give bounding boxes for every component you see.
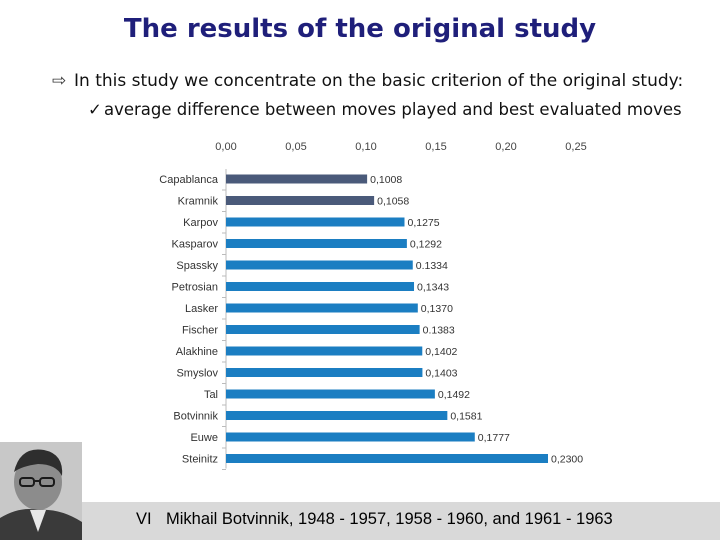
category-label: Alakhine [176,346,218,358]
bar [226,282,415,291]
portrait-photo [0,442,82,540]
x-tick-label: 0,15 [425,141,446,153]
data-label: 0,1581 [450,411,482,423]
data-label: 0,1058 [377,196,409,208]
footer-bar [82,502,720,540]
x-tick-label: 0,10 [355,141,376,153]
bar [226,368,423,377]
bar [226,432,475,442]
category-label: Petrosian [172,282,218,294]
sub-bullet-text: average difference between moves played … [104,100,682,119]
category-label: Kramnik [178,196,219,208]
category-label: Capablanca [159,174,219,186]
bar [226,196,375,205]
data-label: 0,1492 [438,389,470,401]
data-label: 0,2300 [551,454,583,466]
category-label: Lasker [185,303,218,315]
footer-text: Mikhail Botvinnik, 1948 - 1957, 1958 - 1… [166,510,613,528]
category-label: Steinitz [182,454,218,466]
checkmark-bullet-icon: ✓ [88,100,102,119]
bullet-text: In this study we concentrate on the basi… [74,71,684,91]
slide-title: The results of the original study [123,14,597,44]
data-label: 0.1383 [423,325,455,337]
data-label: 0,1402 [425,346,457,358]
x-tick-label: 0,20 [495,141,516,153]
category-label: Kasparov [172,239,219,251]
category-label: Tal [204,389,218,401]
bar [226,303,418,313]
bar [226,217,405,227]
portrait-photo-icon [0,442,82,540]
bar [226,325,420,334]
x-tick-label: 0,25 [565,141,586,153]
data-label: 0,1403 [425,368,457,380]
data-label: 0,1343 [417,282,449,294]
bar [226,389,435,399]
bar [226,174,368,184]
x-tick-label: 0,00 [215,141,236,153]
bar [226,454,548,463]
slide-number: VI [136,510,152,528]
bullet-point: ⇨ In this study we concentrate on the bas… [52,71,683,91]
bar [226,411,448,420]
category-label: Botvinnik [173,411,218,423]
category-label: Smyslov [176,368,218,380]
data-label: 0.1334 [416,260,448,272]
category-label: Fischer [182,325,218,337]
data-label: 0,1275 [408,217,440,229]
arrow-bullet-icon: ⇨ [52,71,67,91]
category-label: Karpov [183,217,218,229]
data-label: 0,1292 [410,239,442,251]
data-label: 0,1370 [421,303,453,315]
category-label: Euwe [190,432,218,444]
bar [226,346,423,356]
data-label: 0,1008 [370,174,402,186]
data-label: 0,1777 [478,432,510,444]
category-label: Spassky [176,260,218,272]
sub-bullet-point: ✓ average difference between moves played… [88,100,682,119]
bar [226,239,407,248]
footer-caption: VI Mikhail Botvinnik, 1948 - 1957, 1958 -… [136,510,613,529]
bar [226,260,413,270]
x-tick-label: 0,05 [285,141,306,153]
